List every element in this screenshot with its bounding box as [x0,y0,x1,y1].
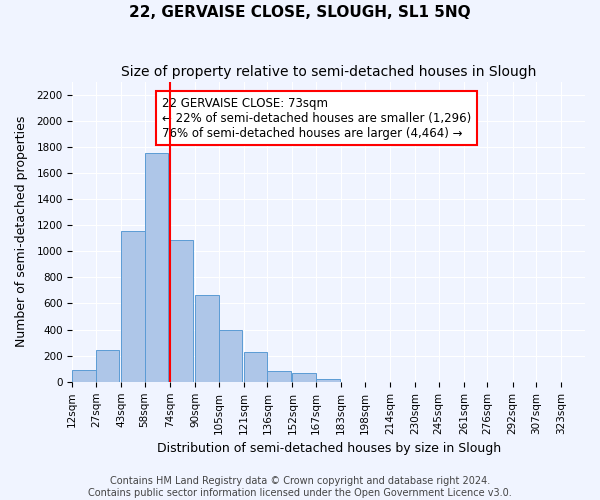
Bar [218,330,242,382]
Bar [73,370,96,382]
Y-axis label: Number of semi-detached properties: Number of semi-detached properties [15,116,28,348]
Title: Size of property relative to semi-detached houses in Slough: Size of property relative to semi-detach… [121,65,536,79]
Bar [316,379,340,382]
Text: 22, GERVAISE CLOSE, SLOUGH, SL1 5NQ: 22, GERVAISE CLOSE, SLOUGH, SL1 5NQ [129,5,471,20]
Bar [244,352,268,382]
Text: Contains HM Land Registry data © Crown copyright and database right 2024.
Contai: Contains HM Land Registry data © Crown c… [88,476,512,498]
Bar [292,374,316,382]
Bar [121,231,145,382]
Text: 22 GERVAISE CLOSE: 73sqm
← 22% of semi-detached houses are smaller (1,296)
76% o: 22 GERVAISE CLOSE: 73sqm ← 22% of semi-d… [162,96,471,140]
Bar [145,154,168,382]
Bar [195,295,218,382]
Bar [268,372,291,382]
Bar [96,350,119,382]
X-axis label: Distribution of semi-detached houses by size in Slough: Distribution of semi-detached houses by … [157,442,501,455]
Bar [170,240,193,382]
